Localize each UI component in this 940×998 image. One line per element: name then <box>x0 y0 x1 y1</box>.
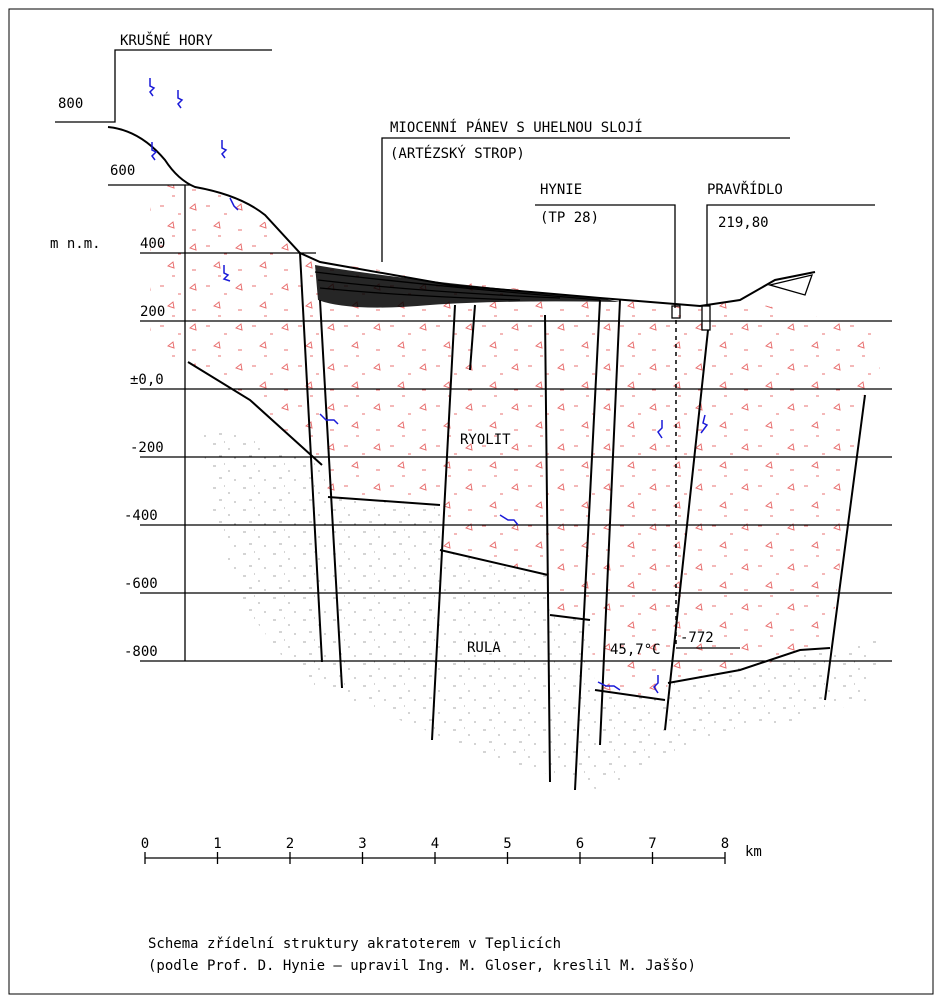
elevation-label: 800 <box>58 96 83 112</box>
caption-line: Schema zřídelní struktury akratoterem v … <box>148 936 561 952</box>
annotation-basin-note: (ARTÉZSKÝ STROP) <box>390 145 525 162</box>
elevation-label: ±0,0 <box>130 372 164 388</box>
elevation-label: 400 <box>140 236 165 252</box>
annotation-well: HYNIE <box>540 182 582 198</box>
caption-line: (podle Prof. D. Hynie – upravil Ing. M. … <box>148 958 696 974</box>
elevation-label: 600 <box>110 163 135 179</box>
elevation-label: -600 <box>124 576 158 592</box>
elevation-label: -200 <box>130 440 164 456</box>
annotation-well-note: (TP 28) <box>540 210 599 226</box>
scale-tick-label: 5 <box>503 836 511 852</box>
scale-tick-label: 2 <box>286 836 294 852</box>
scale-tick-label: 3 <box>358 836 366 852</box>
annotation-spring: PRAVŘÍDLO <box>707 181 783 198</box>
mountain-label: KRUŠNÉ HORY <box>120 31 213 49</box>
scale-tick-label: 1 <box>213 836 221 852</box>
elevation-label: 200 <box>140 304 165 320</box>
scale-tick-label: 0 <box>141 836 149 852</box>
annotation-rock-upper: RYOLIT <box>460 432 511 448</box>
scale-unit: km <box>745 844 762 860</box>
unit-label: m n.m. <box>50 236 101 252</box>
elevation-label: -400 <box>124 508 158 524</box>
scale-tick-label: 6 <box>576 836 584 852</box>
diagram: KRUŠNÉ HORY 800 600 400 200 ±0,0 -200 -400 -600 -… <box>0 0 940 998</box>
annotation-rock-lower: RULA <box>467 640 501 656</box>
scale-tick-label: 7 <box>648 836 656 852</box>
annotation-spring-note: 219,80 <box>718 215 769 231</box>
elevation-label: -800 <box>124 644 158 660</box>
annotation-depth: -772 <box>680 630 714 646</box>
scale-tick-label: 4 <box>431 836 439 852</box>
scale-tick-label: 8 <box>721 836 729 852</box>
annotation-temperature: 45,7°C <box>610 642 661 658</box>
annotation-basin: MIOCENNÍ PÁNEV S UHELNOU SLOJÍ <box>390 119 643 136</box>
